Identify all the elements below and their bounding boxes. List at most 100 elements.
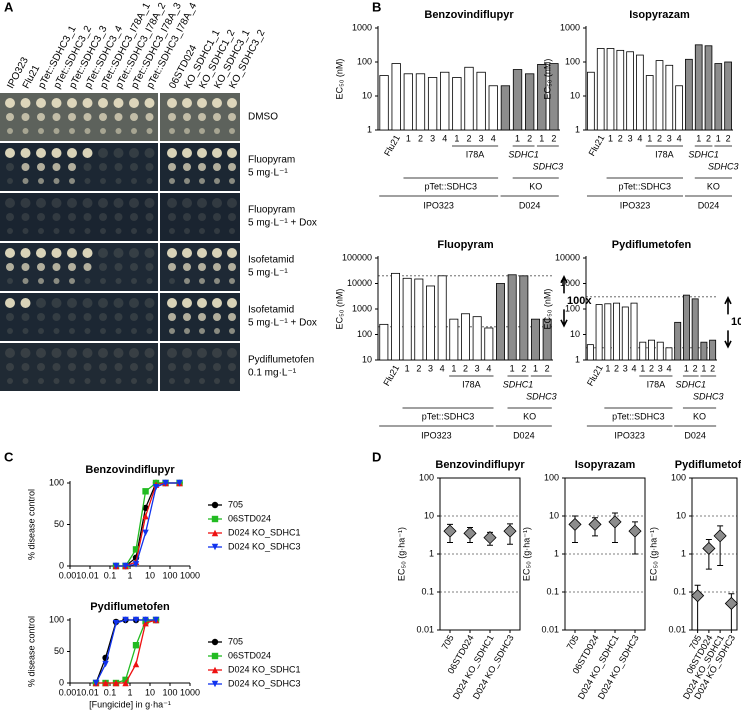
x-tick-label: 2 <box>710 363 715 373</box>
colony-spot <box>169 228 175 234</box>
colony-spot <box>129 298 139 308</box>
colony-spot <box>5 248 15 258</box>
group-label: IPO323 <box>614 430 645 440</box>
colony-spot <box>146 278 153 284</box>
colony-spot <box>84 378 91 384</box>
x-tick-label: 1 <box>533 363 538 373</box>
colony-spot <box>182 198 192 208</box>
series-line <box>96 619 157 684</box>
colony-spot <box>20 298 31 308</box>
bar <box>665 64 674 131</box>
colony-spot <box>21 313 30 321</box>
colony-spot <box>212 198 222 208</box>
bar <box>606 48 615 131</box>
y-axis-label: EC₅₀ (g·ha⁻¹) <box>521 527 531 581</box>
colony-spot <box>212 348 222 358</box>
colony-spot <box>21 213 30 221</box>
colony-spot <box>99 213 107 221</box>
x-tick-label: 2 <box>649 363 654 373</box>
colony-spot <box>5 148 15 158</box>
colony-spot <box>36 98 46 108</box>
y-tick-label: 0.1 <box>673 586 686 596</box>
point <box>443 524 457 538</box>
marker <box>211 515 219 523</box>
y-tick-label: 10 <box>570 329 580 339</box>
bar <box>542 318 552 361</box>
colony-spot <box>199 128 205 134</box>
colony-spot <box>144 248 155 258</box>
x-tick-label: 1 <box>539 133 544 143</box>
y-tick-label: 10000 <box>555 252 580 262</box>
colony-spot <box>98 298 108 308</box>
colony-spot <box>82 248 93 258</box>
colony-spot <box>114 163 123 171</box>
colony-spot <box>212 98 222 108</box>
colony-spot <box>113 98 124 108</box>
colony-spot <box>131 128 137 134</box>
colony-spot <box>229 228 235 234</box>
colony-spot <box>37 263 45 271</box>
chart-title: Isopyrazam <box>629 9 690 21</box>
group-label: SDHC1 <box>508 149 539 159</box>
colony-spot <box>183 363 191 371</box>
bar <box>595 304 603 361</box>
colony-spot <box>21 113 30 121</box>
colony-spot <box>131 178 137 184</box>
y-tick-label: 0.1 <box>421 586 434 596</box>
colony-spot <box>83 313 92 321</box>
colony-spot <box>69 328 75 334</box>
x-tick-label: 1 <box>515 133 520 143</box>
y-tick-label: 1 <box>554 548 559 558</box>
colony-spot <box>98 348 108 358</box>
y-tick-label: 100 <box>419 472 434 482</box>
plot-frame <box>691 477 738 631</box>
y-axis-label: EC₅₀ (nM) <box>542 289 552 330</box>
colony-spot <box>228 163 236 171</box>
bar <box>452 77 462 131</box>
colony-spot <box>83 113 92 121</box>
colony-spot <box>144 348 155 358</box>
point <box>463 526 477 540</box>
bar <box>379 323 389 361</box>
y-tick-label: 0.01 <box>416 624 434 634</box>
x-tick-label: 3 <box>667 133 672 143</box>
colony-spot <box>130 113 138 121</box>
marker <box>142 616 149 624</box>
group-label: I78A <box>655 149 674 159</box>
y-tick-label: 10 <box>676 510 686 520</box>
point <box>628 524 642 538</box>
point <box>588 517 602 531</box>
colony-spot <box>69 178 75 184</box>
colony-spot <box>82 198 93 208</box>
colony-spot <box>83 213 92 221</box>
colony-spot <box>69 378 75 384</box>
y-tick-label: 100 <box>671 472 686 482</box>
series-line <box>96 619 157 684</box>
colony-spot <box>6 363 14 371</box>
series-line <box>95 619 157 684</box>
bar <box>488 85 498 131</box>
y-tick-label: 100 <box>357 56 372 66</box>
colony-spot <box>82 348 93 358</box>
marker <box>112 679 120 687</box>
bar <box>630 302 638 361</box>
colony-spot <box>144 198 155 208</box>
y-tick-label: 50 <box>54 519 64 529</box>
marker <box>211 652 219 660</box>
colony-spot <box>213 113 221 121</box>
colony-spot <box>20 248 31 258</box>
y-tick-label: 10 <box>549 510 559 520</box>
marker <box>211 529 219 537</box>
colony-spot <box>227 348 237 358</box>
colony-spot <box>114 113 123 121</box>
colony-spot <box>146 228 153 234</box>
bar <box>596 48 605 131</box>
colony-spot <box>184 328 190 334</box>
colony-spot <box>197 98 207 108</box>
legend-label: 705 <box>228 636 243 646</box>
colony-spot <box>199 278 205 284</box>
bar <box>709 339 717 361</box>
arrow <box>724 330 732 349</box>
colony-spot <box>100 328 106 334</box>
bar <box>645 75 654 131</box>
